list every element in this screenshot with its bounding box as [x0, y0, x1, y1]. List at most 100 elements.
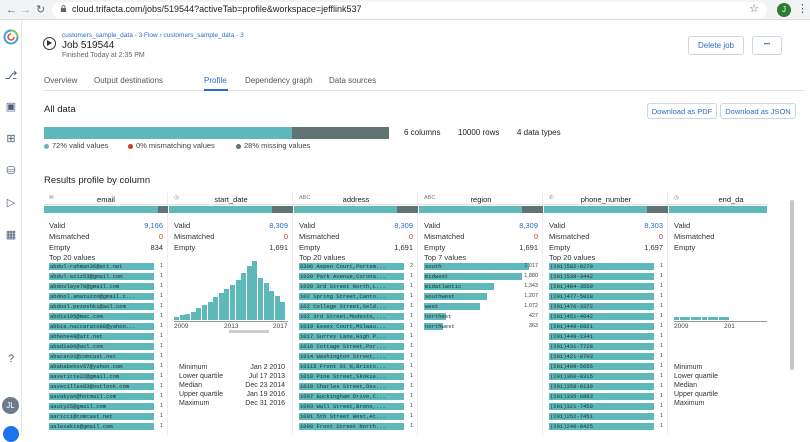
- column-header[interactable]: ✉ email: [44, 192, 168, 205]
- more-options-button[interactable]: •••: [752, 36, 782, 55]
- tab-output-destinations[interactable]: Output destinations: [94, 76, 163, 85]
- value-row[interactable]: abababekov57@yahoo.com 1: [49, 363, 163, 370]
- user-avatar[interactable]: JL: [2, 397, 19, 414]
- value-row[interactable]: 1001 5th Street West,At... 1: [299, 413, 413, 420]
- value-row[interactable]: 1010 Pine Street,Skokie... 1: [299, 373, 413, 380]
- value-row[interactable]: 1016 Cottage Street,Por... 1: [299, 343, 413, 350]
- date-histogram[interactable]: [674, 260, 767, 320]
- back-arrow-icon[interactable]: ←: [6, 4, 17, 16]
- column-header[interactable]: ABC region: [419, 192, 543, 205]
- date-histogram[interactable]: [174, 260, 288, 320]
- flows-icon[interactable]: ⎇: [4, 70, 18, 82]
- value-row[interactable]: 6306 Aspen Court,Portsm... 2: [299, 263, 413, 270]
- plans-icon[interactable]: ▣: [5, 101, 17, 113]
- value-row[interactable]: 1003 Wall Street,Bronx,... 1: [299, 403, 413, 410]
- value-row[interactable]: (201)484-3559 1: [549, 283, 663, 290]
- value-row[interactable]: abdoulaye70@gmail.com 1: [49, 283, 163, 290]
- help-icon[interactable]: ?: [7, 353, 15, 365]
- value-row[interactable]: (201)431-7728 1: [549, 343, 663, 350]
- column-header[interactable]: ◷ start_date: [169, 192, 293, 205]
- value-row[interactable]: (201)539-3442 1: [549, 273, 663, 280]
- vertical-scrollbar[interactable]: [790, 200, 794, 370]
- tab-data-sources[interactable]: Data sources: [329, 76, 377, 85]
- trifacta-logo-icon[interactable]: [3, 29, 19, 45]
- value-row[interactable]: aaveritte22@gmail.com 1: [49, 373, 163, 380]
- value-row[interactable]: (201)449-6921 1: [549, 323, 663, 330]
- value-row[interactable]: midwest 1,880: [424, 273, 538, 280]
- library-grid-icon[interactable]: ⊞: [6, 133, 16, 145]
- value-row[interactable]: 10115 Front St N,Bristo... 1: [299, 363, 413, 370]
- value-row[interactable]: aauty25@gmail.com 1: [49, 403, 163, 410]
- value-row[interactable]: 1020 Park Avenue,Corona... 1: [299, 273, 413, 280]
- column-header[interactable]: ◷ end_da: [669, 192, 767, 205]
- value-row[interactable]: 102 3rd Street,Modesto,... 1: [299, 313, 413, 320]
- address-bar[interactable]: cloud.trifacta.com/jobs/519544?activeTab…: [52, 2, 767, 18]
- value-row[interactable]: (201)252-7451 1: [549, 413, 663, 420]
- value-row[interactable]: (201)409-5655 1: [549, 363, 663, 370]
- value-row[interactable]: 1000 Front Street North... 1: [299, 423, 413, 430]
- value-row[interactable]: abadia96@aol.com 1: [49, 343, 163, 350]
- value-row[interactable]: 1007 Buckingham Drive,C... 1: [299, 393, 413, 400]
- value-row[interactable]: abbene48@att.net 1: [49, 333, 163, 340]
- top-values-label: Top 20 values: [49, 253, 96, 262]
- value-row[interactable]: 102 College Street,Seld... 1: [299, 303, 413, 310]
- reload-icon[interactable]: ↻: [36, 4, 46, 16]
- calendar-icon[interactable]: ▦: [5, 229, 17, 241]
- tab-dependency-graph[interactable]: Dependency graph: [245, 76, 313, 85]
- value-row[interactable]: midatlantic 1,343: [424, 283, 538, 290]
- value-row[interactable]: (201)358-8139 1: [549, 383, 663, 390]
- value-row[interactable]: aavecillas83@outlook.com 1: [49, 383, 163, 390]
- column-header[interactable]: ABC address: [294, 192, 418, 205]
- value-row[interactable]: abdul-rahman36@att.net 1: [49, 263, 163, 270]
- value-row[interactable]: aaricci@comcast.net 1: [49, 413, 163, 420]
- value-row[interactable]: abdool.pezeshki@aol.com 1: [49, 303, 163, 310]
- value-row[interactable]: abdul-aziz53@gmail.com 1: [49, 273, 163, 280]
- download-pdf-button[interactable]: Download as PDF: [647, 103, 717, 119]
- stat-label: Valid: [424, 221, 441, 230]
- forward-arrow-icon[interactable]: →: [20, 4, 31, 16]
- value-row[interactable]: aalexakis@gmail.com 1: [49, 423, 163, 430]
- breadcrumb[interactable]: customers_sample_data - 3 Flow › custome…: [62, 32, 244, 39]
- column-name: phone_number: [580, 195, 632, 204]
- delete-job-button[interactable]: Delete job: [688, 36, 744, 55]
- value-row[interactable]: (201)477-5028 1: [549, 293, 663, 300]
- value-row[interactable]: west 1,072: [424, 303, 538, 310]
- histogram-range-slider[interactable]: [229, 330, 269, 333]
- value-row[interactable]: 1019 Essex Court,Milwau... 1: [299, 323, 413, 330]
- value-row[interactable]: (201)582-8270 1: [549, 263, 663, 270]
- value-row[interactable]: southwest 1,207: [424, 293, 538, 300]
- tab-profile[interactable]: Profile: [204, 76, 227, 85]
- value-row[interactable]: 1010 Charles Street,Oss... 1: [299, 383, 413, 390]
- value-row[interactable]: abdie195@mac.com 1: [49, 313, 163, 320]
- value-row[interactable]: (201)449-1341 1: [549, 333, 663, 340]
- database-icon[interactable]: ⛁: [6, 165, 16, 177]
- value-row[interactable]: (201)240-6425 1: [549, 423, 663, 430]
- value-bar: [549, 303, 654, 310]
- value-row[interactable]: (201)451-4042 1: [549, 313, 663, 320]
- column-header[interactable]: ✆ phone_number: [544, 192, 668, 205]
- value-row[interactable]: 1017 Surrey Lane,High P... 1: [299, 333, 413, 340]
- value-row[interactable]: (201)335-6883 1: [549, 393, 663, 400]
- value-row[interactable]: 1014 Washington Street,... 1: [299, 353, 413, 360]
- value-row[interactable]: (201)476-3372 1: [549, 303, 663, 310]
- value-row[interactable]: 102 Spring Street,Canto... 1: [299, 293, 413, 300]
- value-row[interactable]: south 2,017: [424, 263, 538, 270]
- value-row[interactable]: abacan31@comcast.net 1: [49, 353, 163, 360]
- value-row[interactable]: abbie.naccarato88@yahoo... 1: [49, 323, 163, 330]
- chat-icon[interactable]: [3, 426, 19, 442]
- value-row[interactable]: (201)321-7450 1: [549, 403, 663, 410]
- stat-label: Mismatched: [424, 232, 465, 241]
- value-row[interactable]: (201)360-8315 1: [549, 373, 663, 380]
- value-row[interactable]: aavakyan@hotmail.com 1: [49, 393, 163, 400]
- download-json-button[interactable]: Download as JSON: [720, 103, 796, 119]
- value-row[interactable]: 1020 3rd Street North,L... 1: [299, 283, 413, 290]
- value-row[interactable]: northwest 363: [424, 323, 538, 330]
- value-row[interactable]: abdool.amatuzzo@gmail.c... 1: [49, 293, 163, 300]
- value-row[interactable]: (201)421-8703 1: [549, 353, 663, 360]
- jobs-play-icon[interactable]: ▷: [6, 197, 16, 209]
- browser-profile-avatar[interactable]: J: [777, 3, 791, 17]
- browser-menu-icon[interactable]: ⋮: [797, 3, 808, 15]
- tab-overview[interactable]: Overview: [44, 76, 78, 85]
- bookmark-star-icon[interactable]: ☆: [749, 3, 759, 15]
- value-row[interactable]: northest 427: [424, 313, 538, 320]
